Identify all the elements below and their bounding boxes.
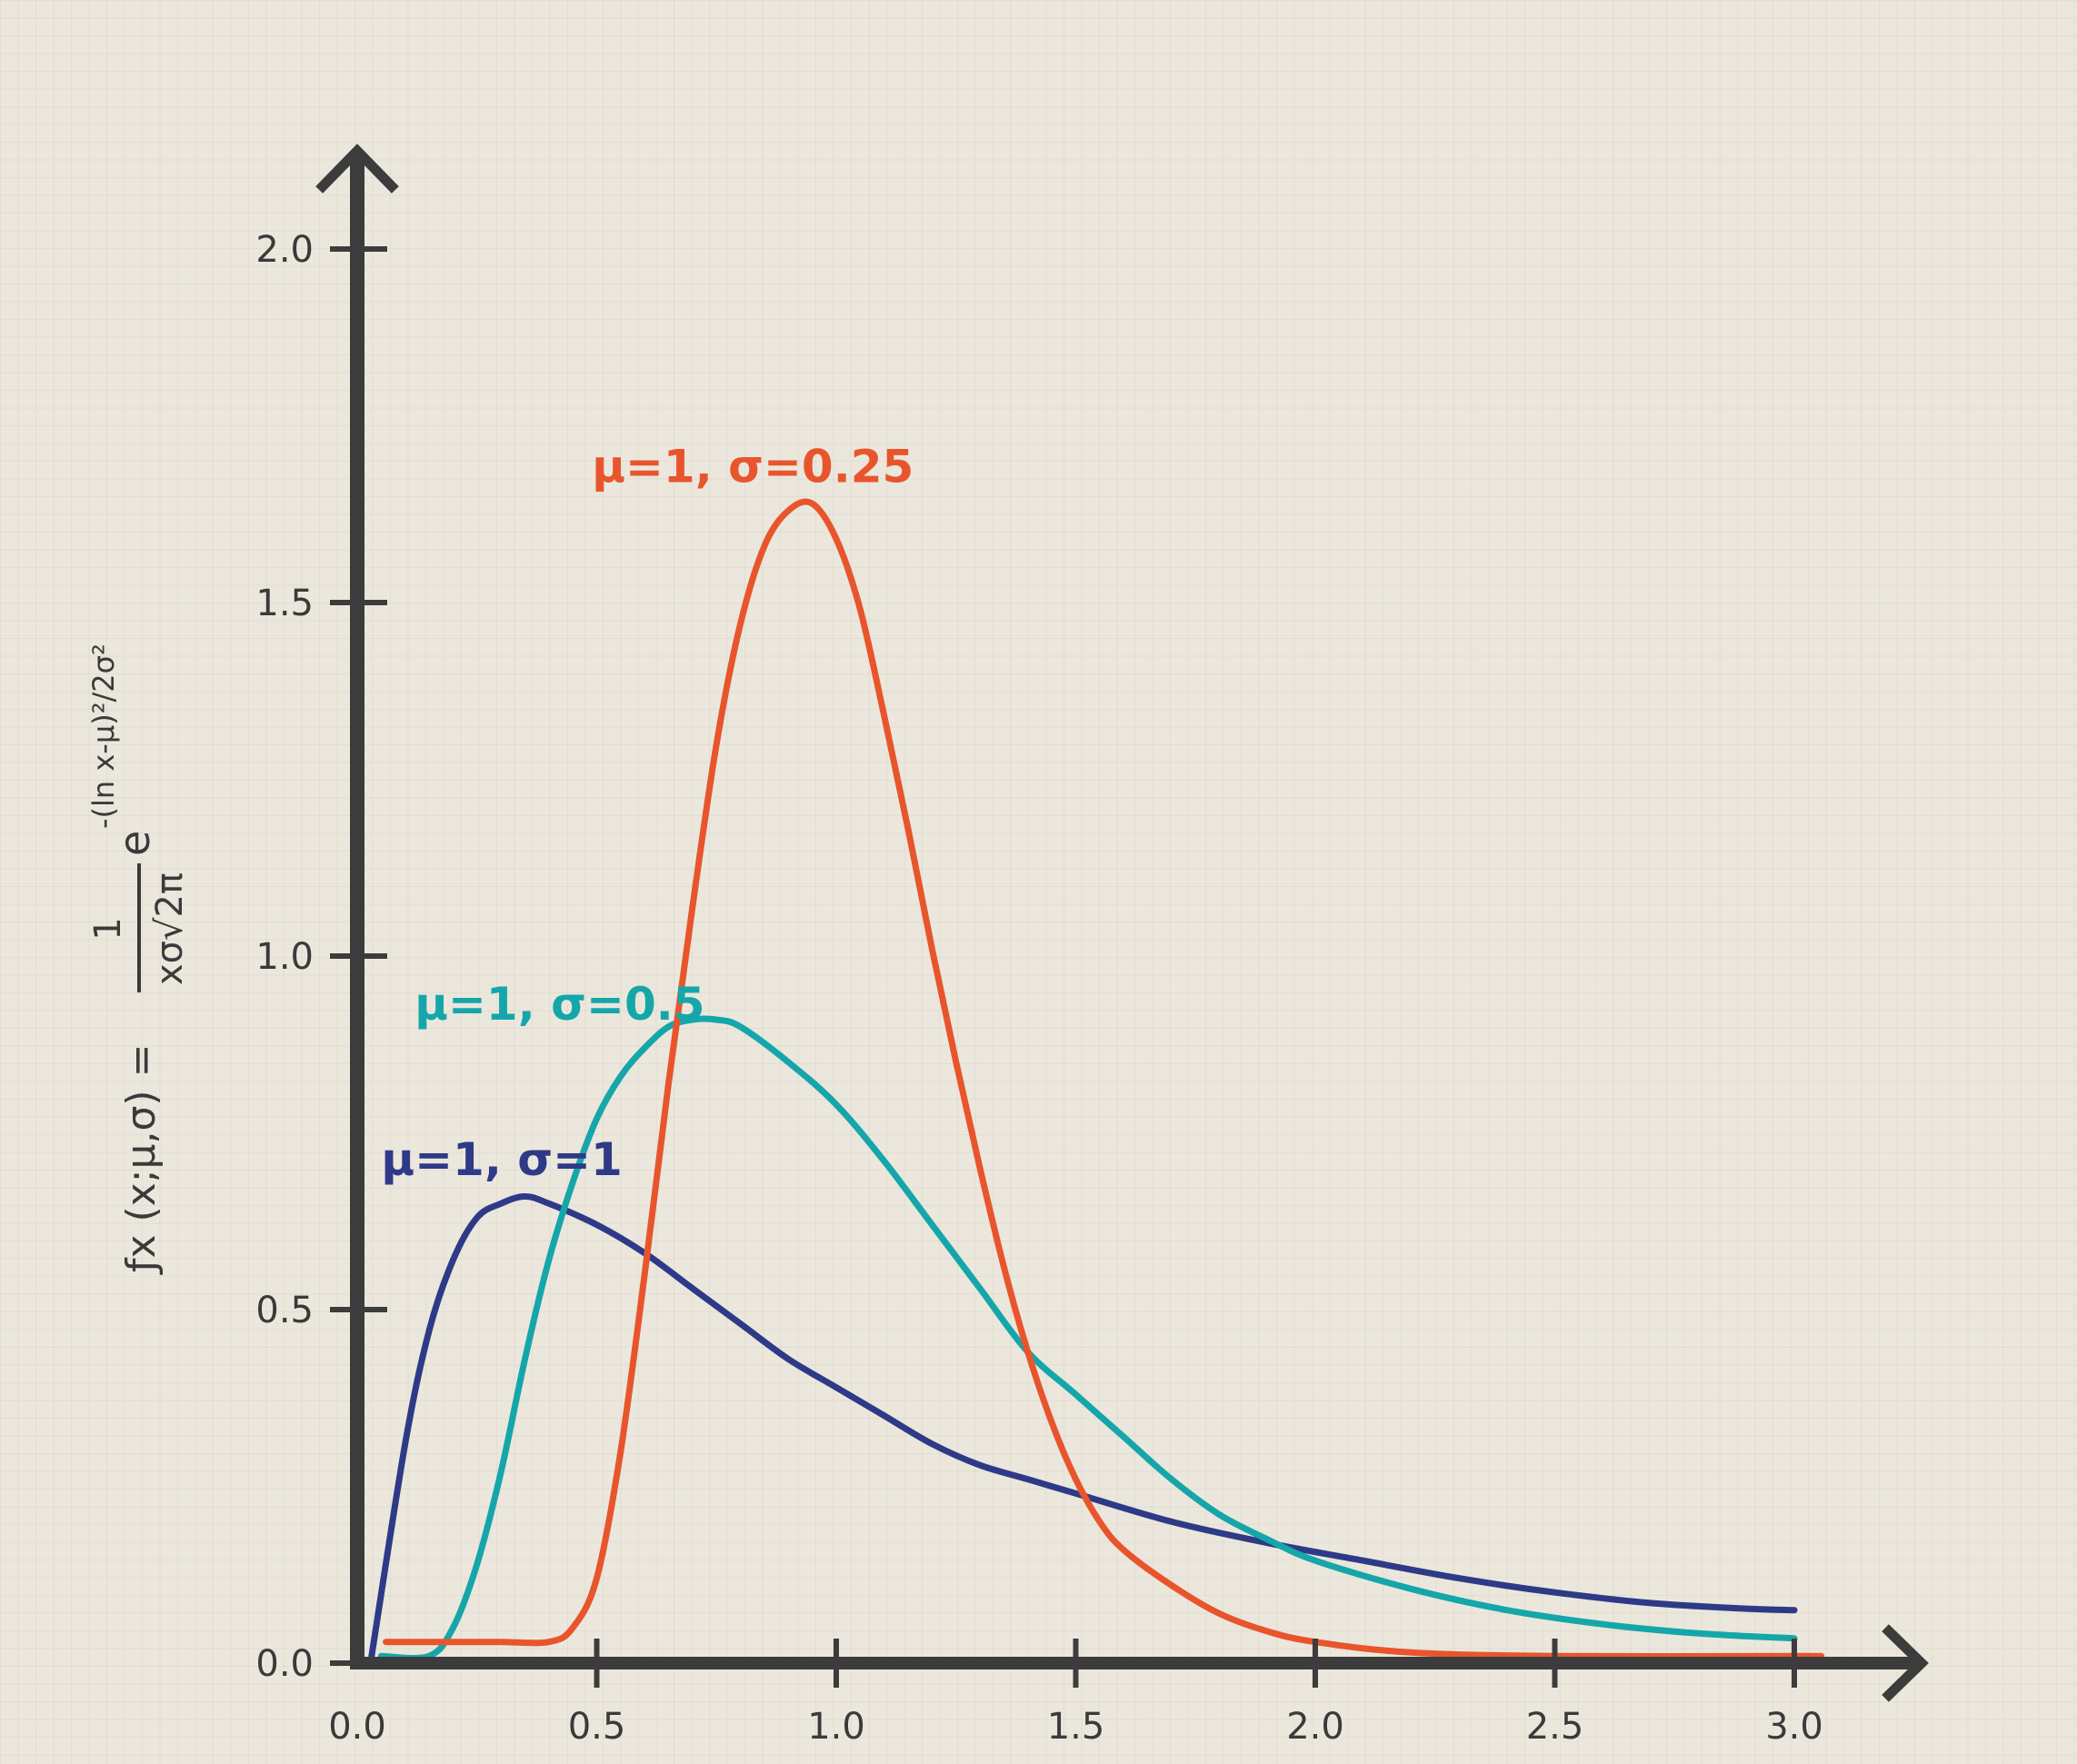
x-axis-arrowhead bbox=[1882, 1624, 1929, 1702]
y-tick-label-3: 1.5 bbox=[255, 583, 314, 624]
series-line-3 bbox=[383, 498, 1824, 1660]
y-axis-formula: ƒx (x;μ,σ) = 1 xσ√2π e -(ln x-μ)²/2σ² bbox=[86, 643, 191, 1275]
y-axis-formula-denominator: xσ√2π bbox=[149, 872, 191, 985]
x-tick-label-1: 0.5 bbox=[568, 1706, 626, 1748]
y-axis-formula-prefix: ƒx (x;μ,σ) = bbox=[118, 1044, 165, 1275]
series-line-2 bbox=[377, 1015, 1798, 1661]
series-layer: μ=1, σ=0.25 μ=1, σ=0.5 μ=1, σ=1 bbox=[368, 441, 1824, 1661]
y-tick-label-1: 0.5 bbox=[255, 1290, 314, 1331]
x-tick-label-6: 3.0 bbox=[1765, 1706, 1823, 1748]
series-label-2: μ=1, σ=0.5 bbox=[414, 978, 704, 1031]
axes-layer bbox=[315, 144, 1929, 1702]
x-tick-label-0: 0.0 bbox=[328, 1706, 386, 1748]
series-label-1: μ=1, σ=0.25 bbox=[592, 441, 914, 493]
y-axis-formula-exponent: -(ln x-μ)²/2σ² bbox=[86, 643, 121, 829]
y-tick-label-0: 0.0 bbox=[255, 1643, 314, 1685]
y-axis-formula-numerator: 1 bbox=[87, 917, 129, 940]
series-line-1 bbox=[368, 1193, 1798, 1659]
x-tick-label-5: 2.5 bbox=[1526, 1706, 1584, 1748]
ticks-layer: 0.0 0.5 1.0 1.5 2.0 2.5 3.0 0.0 0.5 1.0 1.5 2.0 bbox=[255, 229, 1822, 1748]
x-tick-label-3: 1.5 bbox=[1047, 1706, 1105, 1748]
x-tick-label-2: 1.0 bbox=[807, 1706, 865, 1748]
y-tick-label-2: 1.0 bbox=[255, 936, 314, 978]
y-tick-label-4: 2.0 bbox=[255, 229, 314, 271]
y-axis-formula-exp-base: e bbox=[110, 831, 159, 856]
series-label-3: μ=1, σ=1 bbox=[381, 1133, 623, 1186]
y-axis-arrowhead bbox=[315, 144, 399, 194]
x-tick-label-4: 2.0 bbox=[1286, 1706, 1344, 1748]
